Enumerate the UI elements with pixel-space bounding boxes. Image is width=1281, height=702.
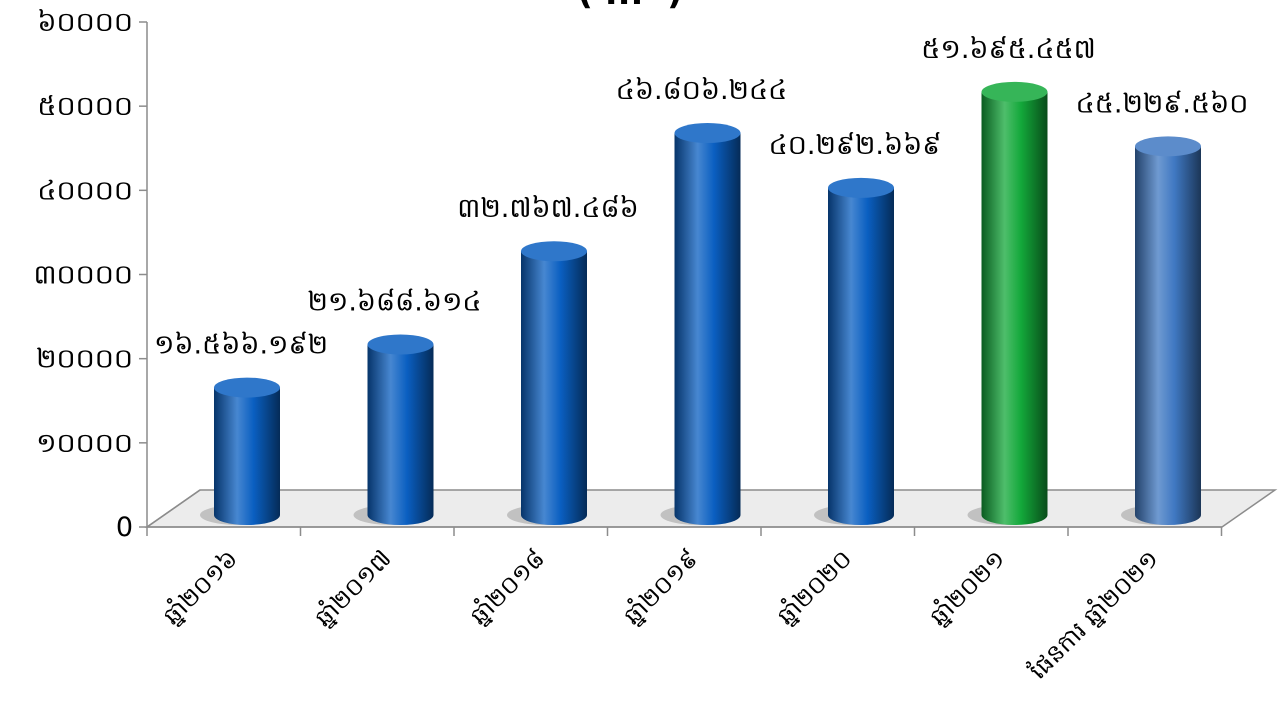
bar-top-cap bbox=[674, 123, 741, 144]
data-label: ៤០.២៩២.៦៦៩ bbox=[769, 130, 942, 161]
x-axis-labels: ឆ្នាំ២០១៦ ឆ្នាំ២០១៧ ឆ្នាំ២០១៨ ឆ្នាំ២០១៩ ឆ្នា… bbox=[157, 544, 1164, 685]
bar-body bbox=[214, 387, 280, 525]
bar-top-cap bbox=[367, 334, 434, 355]
x-tick-label: ឆ្នាំ២០១៦ bbox=[157, 544, 243, 630]
data-label: ១៦.៥៦៦.១៩២ bbox=[154, 330, 328, 361]
data-label: ៣២.៧៦៧.៤៨៦ bbox=[457, 193, 638, 224]
x-tick-label: ផែនការ ឆ្នាំ២០២១ bbox=[1023, 544, 1164, 685]
data-label: ៥១.៦៩៥.៤៥៧ bbox=[921, 34, 1095, 65]
y-tick-label: ៤០០០០ bbox=[37, 175, 133, 206]
bar-top-cap bbox=[521, 241, 587, 262]
bar-body bbox=[1135, 146, 1201, 525]
bar-body bbox=[828, 187, 894, 525]
bar bbox=[660, 123, 741, 526]
floor-edge bbox=[146, 489, 201, 528]
y-tick-label: ១០០០០ bbox=[36, 428, 133, 459]
bar bbox=[200, 377, 280, 525]
x-tick-label: ឆ្នាំ២០១៧ bbox=[308, 544, 396, 632]
y-tick-label: ៣០០០០ bbox=[33, 260, 133, 291]
x-tick-label: ឆ្នាំ២០១៨ bbox=[464, 544, 550, 630]
bar-top-cap bbox=[981, 81, 1048, 102]
bar-body bbox=[674, 133, 741, 526]
data-labels: ១៦.៥៦៦.១៩២ ២១.៦៨៨.៦១៤ ៣២.៧៦៧.៤៨៦ ៤៦.៨០៦.២៤៤… bbox=[154, 34, 1248, 361]
bar-body bbox=[521, 251, 587, 526]
chart-title: ( ... ​ ) bbox=[577, 0, 682, 13]
bar bbox=[967, 81, 1048, 525]
bars bbox=[200, 81, 1201, 526]
x-tick-label: ឆ្នាំ២០១៩ bbox=[617, 544, 703, 630]
x-tick-label: ឆ្នាំ២០២១ bbox=[924, 544, 1011, 631]
data-label: ២១.៦៨៨.៦១៤ bbox=[307, 286, 481, 317]
bar-top-cap bbox=[1135, 136, 1201, 157]
bar bbox=[814, 177, 894, 525]
y-tick-label: ៥០០០០ bbox=[37, 91, 133, 122]
bar-top-cap bbox=[828, 177, 894, 198]
y-tick-label: 0 bbox=[116, 512, 133, 543]
bar bbox=[353, 334, 434, 525]
x-tick-label: ឆ្នាំ២០២០ bbox=[771, 544, 857, 630]
y-tick-label: ២០០០០ bbox=[36, 344, 133, 375]
bar bbox=[1121, 136, 1201, 525]
bar bbox=[507, 241, 587, 526]
bar-top-cap bbox=[214, 377, 280, 398]
bar-body bbox=[367, 344, 434, 525]
data-label: ៤៥.២២៩.៥៦០ bbox=[1076, 88, 1249, 119]
data-label: ៤៦.៨០៦.២៤៤ bbox=[616, 75, 787, 106]
y-axis-ticks: 0 ១០០០០ ២០០០០ ៣០០០០ ៤០០០០ ៥០០០០ ៦០០០០ bbox=[33, 7, 147, 543]
bar-body bbox=[981, 91, 1048, 525]
y-tick-label: ៦០០០០ bbox=[37, 7, 133, 38]
